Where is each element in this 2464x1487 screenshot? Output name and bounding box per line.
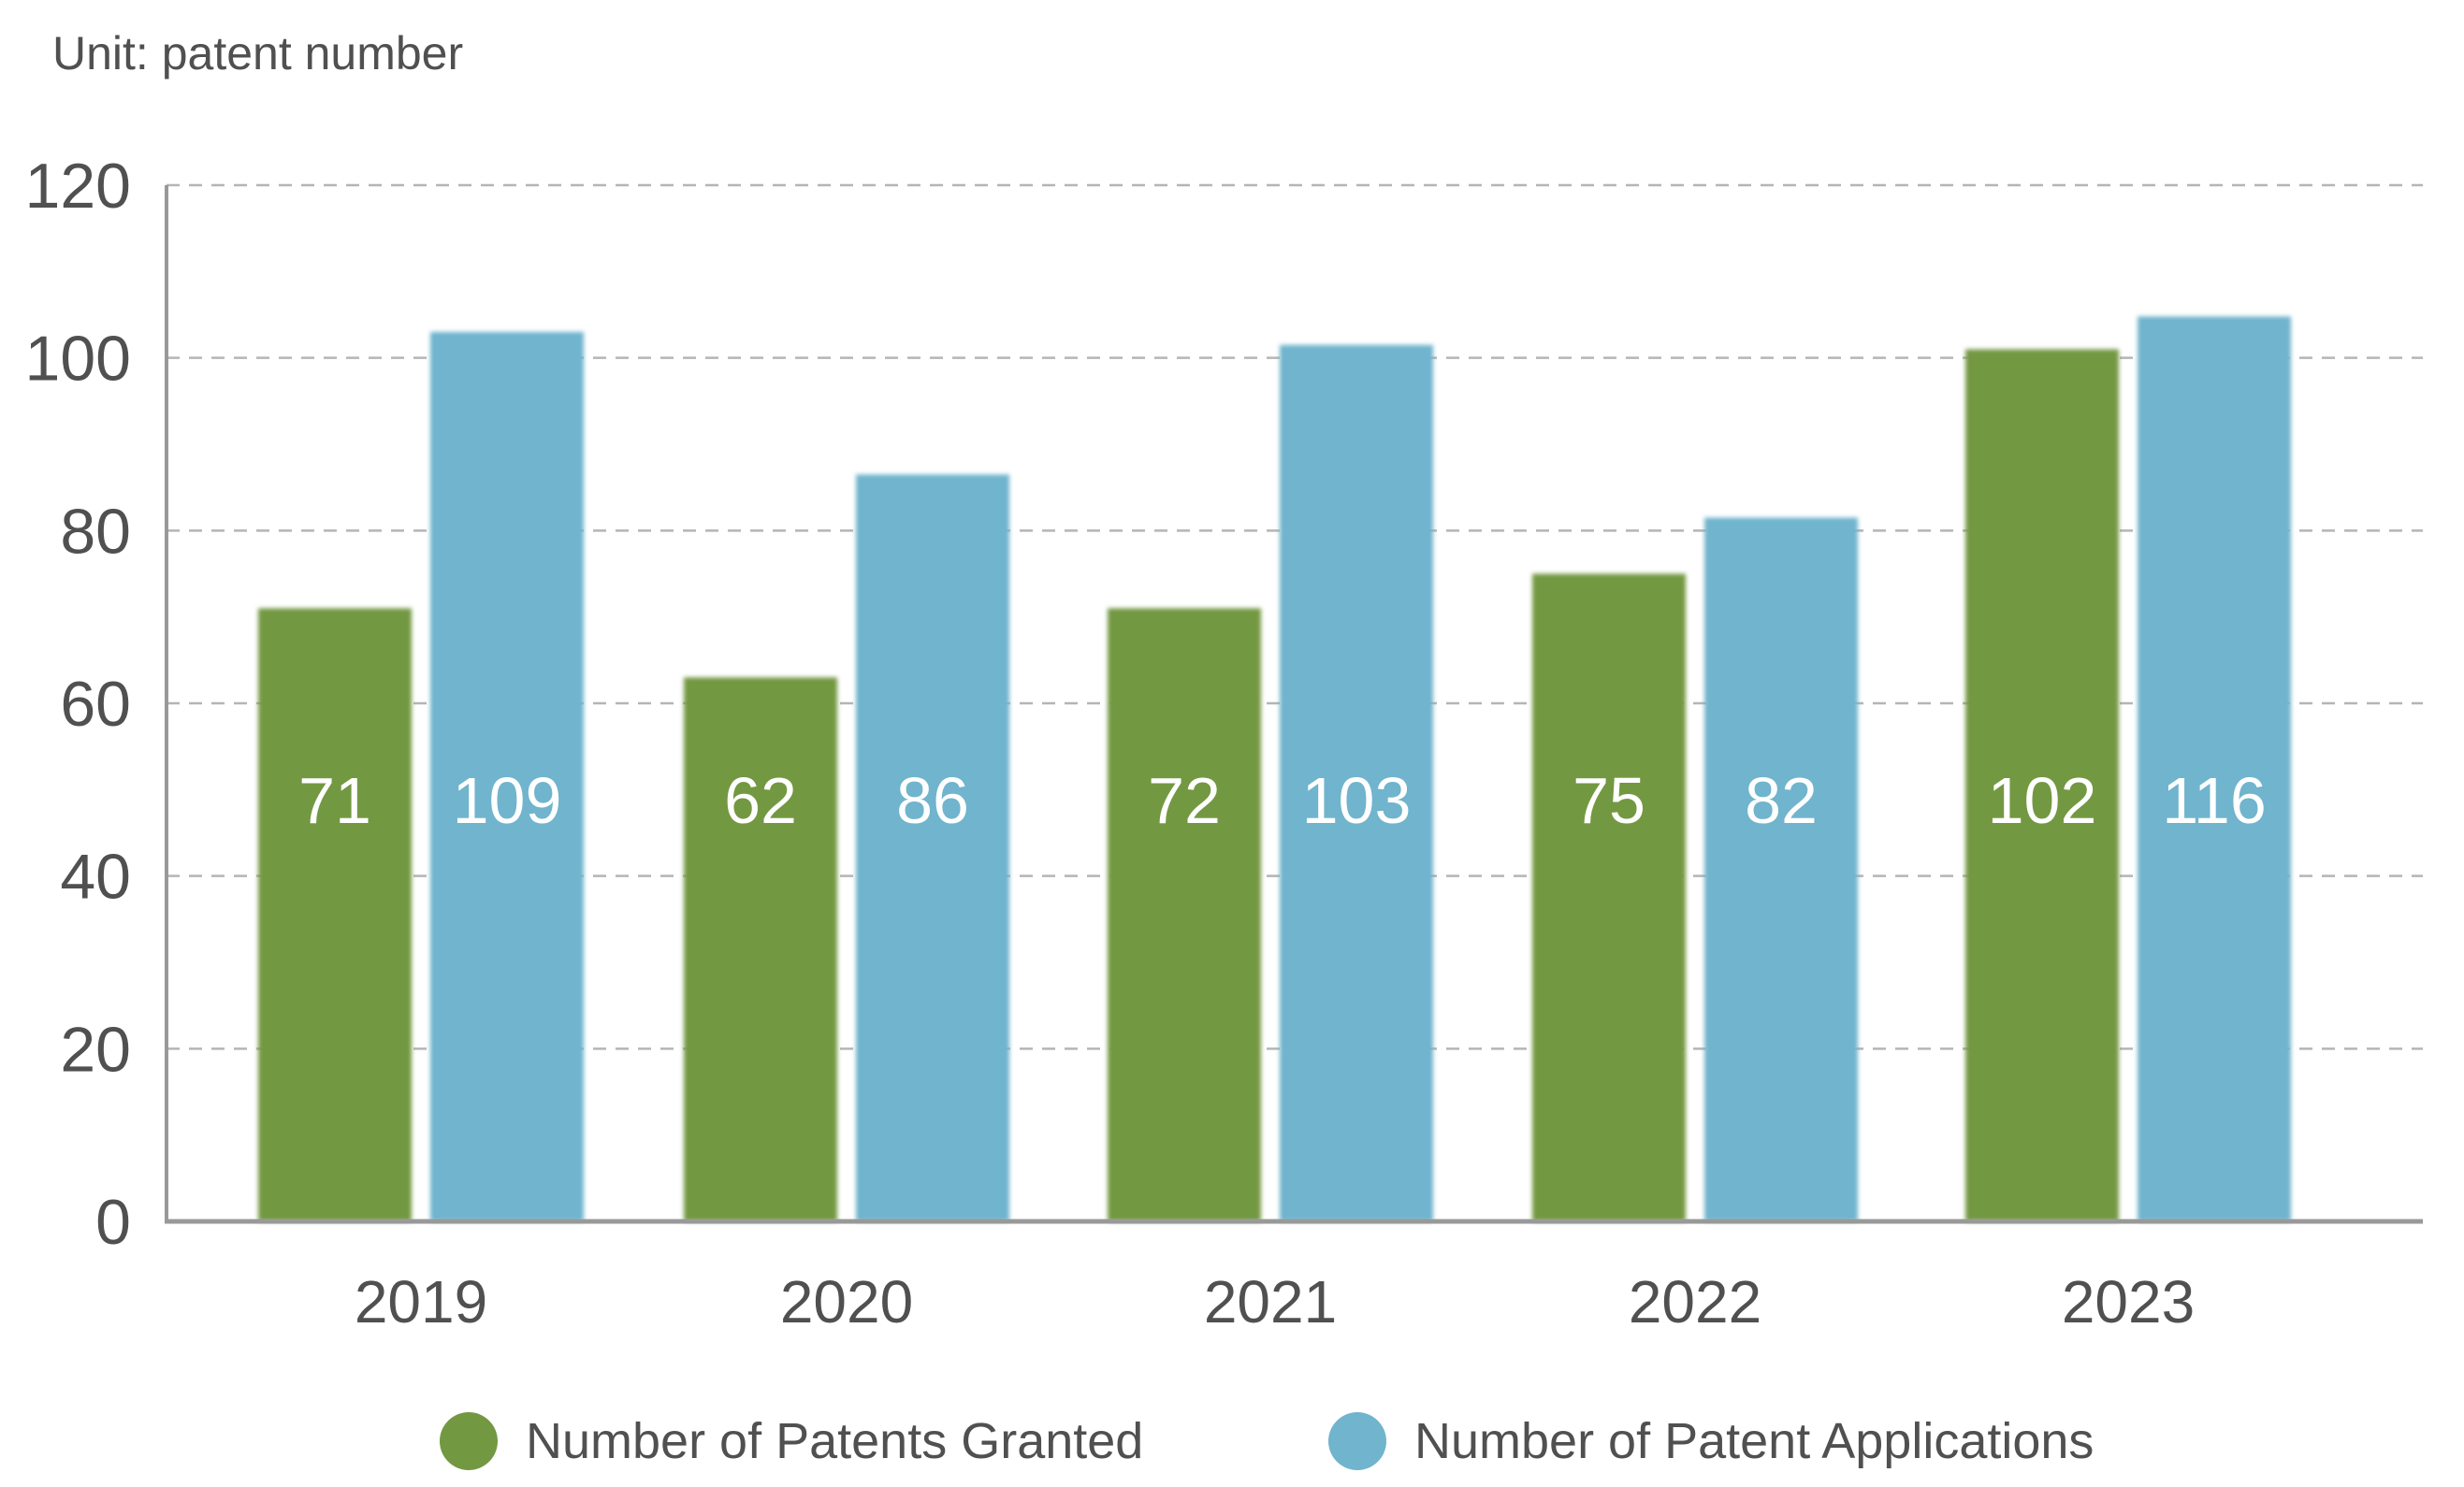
- y-tick-label: 100: [25, 324, 131, 395]
- data-label: 109: [453, 764, 562, 837]
- y-tick-label: 40: [60, 842, 131, 913]
- x-axis-ticks: 2019 2020 2021 2022 2023: [355, 1268, 2195, 1335]
- x-tick-label: 2019: [355, 1268, 487, 1335]
- legend: Number of Patents Granted Number of Pate…: [0, 1412, 2464, 1487]
- y-tick-label: 20: [60, 1014, 131, 1085]
- bar-granted-2020: [684, 677, 837, 1221]
- bar-chart: 0 20 40 60 80 100 120 71 109 62 86 72 103 75 82 102 116…: [25, 151, 2423, 1335]
- y-tick-label: 120: [25, 151, 131, 222]
- bar-granted-2022: [1532, 573, 1686, 1221]
- y-tick-label: 60: [60, 669, 131, 740]
- legend-label-granted: Number of Patents Granted: [526, 1413, 1144, 1469]
- data-label: 72: [1148, 764, 1221, 837]
- data-label: 116: [2162, 764, 2267, 837]
- legend-swatch-applications: [1328, 1412, 1386, 1470]
- bar-applications-2022: [1704, 517, 1858, 1221]
- unit-label: Unit: patent number: [52, 27, 464, 79]
- x-tick-label: 2020: [780, 1268, 913, 1335]
- bar-granted-2021: [1108, 608, 1261, 1221]
- bar-granted-2019: [258, 608, 412, 1221]
- data-label: 103: [1302, 764, 1412, 837]
- data-label: 82: [1745, 764, 1818, 837]
- data-label: 71: [298, 764, 371, 837]
- data-label: 86: [896, 764, 969, 837]
- legend-swatch-granted: [440, 1412, 498, 1470]
- bar-applications-2021: [1280, 344, 1433, 1222]
- x-tick-label: 2023: [2062, 1268, 2195, 1335]
- y-tick-label: 0: [95, 1187, 131, 1258]
- x-tick-label: 2021: [1204, 1268, 1337, 1335]
- bar-applications-2020: [856, 474, 1009, 1222]
- legend-label-applications: Number of Patent Applications: [1414, 1413, 2094, 1469]
- y-axis-ticks: 0 20 40 60 80 100 120: [25, 151, 131, 1258]
- data-label: 75: [1573, 764, 1645, 837]
- legend-item-applications: Number of Patent Applications: [1328, 1412, 2094, 1470]
- legend-item-granted: Number of Patents Granted: [440, 1412, 1143, 1470]
- data-label: 102: [1988, 764, 2097, 837]
- bar-applications-2019: [430, 331, 584, 1221]
- y-tick-label: 80: [60, 496, 131, 567]
- data-label: 62: [724, 764, 797, 837]
- data-labels: 71 109 62 86 72 103 75 82 102 116: [298, 764, 2267, 837]
- bar-applications-2023: [2138, 316, 2291, 1221]
- bars: [258, 316, 2291, 1222]
- bar-granted-2023: [1965, 349, 2119, 1221]
- x-tick-label: 2022: [1629, 1268, 1761, 1335]
- axes: [165, 185, 2423, 1224]
